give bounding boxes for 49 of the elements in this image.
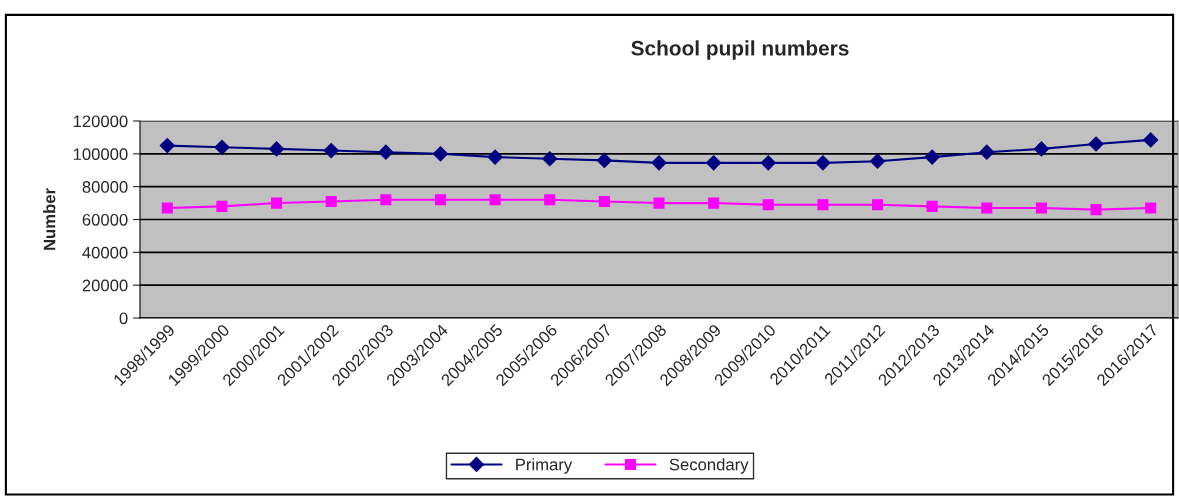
point (981, 202, 993, 214)
point (159, 138, 175, 154)
legend-label: Primary (516, 458, 573, 474)
point (214, 139, 230, 155)
point (760, 155, 776, 171)
y-tick-label: 120000 (73, 115, 128, 128)
point (1088, 136, 1104, 152)
point (596, 152, 612, 168)
point (1090, 204, 1102, 216)
point (924, 149, 940, 165)
point (271, 197, 283, 209)
point (325, 195, 337, 207)
point (871, 199, 884, 211)
point (378, 144, 394, 160)
point (432, 146, 449, 162)
legend-label: Secondary (669, 458, 749, 474)
y-tick-label: 40000 (82, 246, 128, 259)
point (815, 155, 831, 171)
point (651, 155, 667, 171)
point (434, 194, 447, 206)
point (1145, 202, 1157, 214)
point (1143, 132, 1159, 148)
chart-title: School pupil numbers (631, 40, 849, 60)
point (926, 200, 938, 212)
point (708, 197, 720, 209)
y-tick-label: 80000 (82, 181, 128, 193)
point (269, 141, 285, 157)
point (323, 142, 339, 159)
y-tick-label: 20000 (82, 279, 128, 292)
point (762, 199, 774, 211)
y-tick-label: 0 (119, 312, 128, 325)
point (817, 199, 829, 211)
point (380, 194, 392, 206)
point (542, 151, 558, 167)
point (487, 149, 503, 165)
point (979, 144, 995, 160)
point (869, 153, 886, 169)
y-tick-label: 60000 (82, 213, 128, 226)
point (161, 202, 173, 214)
point (1033, 141, 1049, 157)
point (1035, 202, 1047, 214)
y-axis-title: Number (43, 188, 56, 250)
point (653, 197, 665, 209)
point (489, 194, 501, 206)
point (216, 200, 228, 212)
point (706, 155, 722, 171)
y-tick-label: 100000 (73, 148, 128, 161)
point (544, 194, 556, 206)
point (598, 195, 610, 207)
